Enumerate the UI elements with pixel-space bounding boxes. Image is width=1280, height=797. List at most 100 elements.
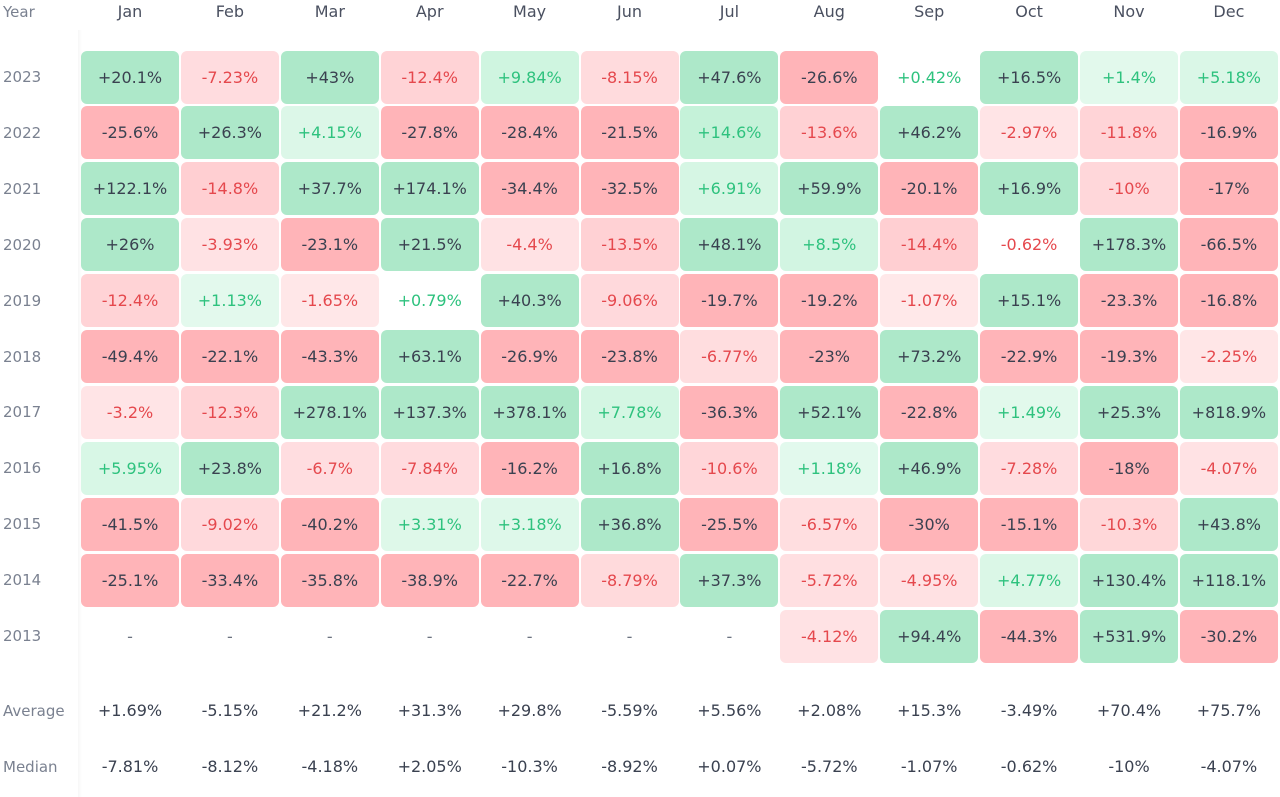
heatmap-cell: +21.5% [380, 218, 479, 272]
heatmap-cell: +43.8% [1179, 497, 1278, 551]
summary-label: Average [3, 702, 65, 720]
heatmap-cell: -6.7% [280, 441, 379, 495]
heatmap-cell: +118.1% [1179, 553, 1278, 607]
heatmap-cell: -32.5% [580, 162, 679, 216]
summary-value: -7.81% [101, 757, 159, 776]
heatmap-cell: -30% [880, 497, 979, 551]
heatmap-cell: -9.06% [580, 274, 679, 328]
summary-value: +5.56% [697, 701, 762, 720]
heatmap-cell: -38.9% [380, 553, 479, 607]
heatmap-cell: -22.7% [480, 553, 579, 607]
summary-value: -3.49% [1000, 701, 1058, 720]
heatmap-cell: -15.1% [980, 497, 1079, 551]
heatmap-cell: -19.3% [1080, 330, 1178, 383]
heatmap-cell: -16.9% [1179, 106, 1278, 160]
heatmap-cell: -27.8% [380, 106, 479, 160]
heatmap-cell: +378.1% [480, 385, 579, 439]
heatmap-cell: -22.1% [180, 330, 279, 383]
heatmap-cell: -22.9% [980, 330, 1079, 383]
heatmap-cell: -14.4% [880, 218, 979, 272]
heatmap-cell: +4.77% [980, 553, 1079, 607]
heatmap-cell: +23.8% [180, 441, 279, 495]
heatmap-cell: +52.1% [780, 385, 879, 439]
year-label: 2013 [3, 627, 42, 645]
heatmap-cell: -4.07% [1179, 441, 1278, 495]
month-header: May [513, 2, 547, 21]
heatmap-cell: +130.4% [1080, 553, 1178, 607]
summary-value: -5.59% [601, 701, 658, 720]
heatmap-cell: - [326, 626, 333, 646]
summary-value: +0.07% [697, 757, 762, 776]
heatmap-cell: +9.84% [480, 50, 579, 104]
heatmap-cell: -25.5% [680, 497, 779, 551]
year-label: 2020 [3, 235, 42, 254]
month-header: Dec [1213, 2, 1245, 21]
heatmap-cell: +278.1% [280, 385, 379, 439]
heatmap-cell: -35.8% [280, 553, 379, 607]
heatmap-cell: -26.9% [480, 330, 579, 383]
summary-value: -10.3% [501, 757, 558, 776]
heatmap-cell: +1.13% [180, 274, 279, 328]
heatmap-cell: +3.31% [380, 497, 479, 551]
summary-value: -5.15% [201, 701, 259, 720]
year-label: 2015 [3, 515, 42, 534]
heatmap-cell: -10% [1080, 162, 1178, 216]
heatmap-cell: +46.9% [880, 441, 979, 495]
heatmap-cell: - [426, 626, 433, 646]
year-label: 2014 [3, 571, 42, 590]
heatmap-cell: +1.4% [1080, 50, 1178, 104]
month-header: Nov [1113, 2, 1145, 21]
heatmap-cell: +26% [81, 218, 179, 272]
heatmap-cell: +37.3% [680, 553, 779, 607]
heatmap-cell: +63.1% [380, 330, 479, 383]
year-column-separator [78, 30, 82, 797]
heatmap-cell: -2.25% [1179, 330, 1278, 383]
heatmap-cell: -40.2% [280, 497, 379, 551]
heatmap-cell: -22.8% [880, 385, 979, 439]
heatmap-cell: -3.2% [81, 385, 179, 439]
summary-value: +1.69% [97, 701, 163, 720]
month-header: Jun [617, 2, 642, 21]
heatmap-cell: -34.4% [480, 162, 579, 216]
summary-value: -4.07% [1200, 757, 1258, 776]
heatmap-cell: -1.07% [880, 274, 979, 328]
heatmap-cell: -25.6% [81, 106, 179, 160]
year-label: 2018 [3, 347, 42, 366]
heatmap-cell: -12.3% [180, 385, 279, 439]
heatmap-cell: +47.6% [680, 50, 779, 104]
heatmap-cell: -8.79% [580, 553, 679, 607]
summary-value: +21.2% [297, 701, 362, 720]
heatmap-cell: +178.3% [1080, 218, 1178, 272]
heatmap-cell: -43.3% [280, 330, 379, 383]
heatmap-cell: -13.5% [580, 218, 679, 272]
heatmap-cell: -2.97% [980, 106, 1079, 160]
heatmap-cell: -33.4% [180, 553, 279, 607]
summary-value: -8.12% [201, 757, 259, 776]
month-header: Mar [314, 2, 345, 21]
heatmap-cell: +5.18% [1179, 50, 1278, 104]
heatmap-cell: +40.3% [480, 274, 579, 328]
heatmap-cell: -66.5% [1179, 218, 1278, 272]
month-header: Feb [215, 2, 245, 21]
heatmap-cell: -21.5% [580, 106, 679, 160]
heatmap-cell: +8.5% [780, 218, 879, 272]
heatmap-cell: +73.2% [880, 330, 979, 383]
heatmap-cell: +16.8% [580, 441, 679, 495]
heatmap-cell: +25.3% [1080, 385, 1178, 439]
heatmap-cell: -17% [1179, 162, 1278, 216]
heatmap-cell: - [227, 626, 233, 646]
heatmap-cell: -49.4% [81, 330, 179, 383]
heatmap-cell: +122.1% [81, 162, 179, 216]
heatmap-cell: -4.12% [780, 609, 879, 663]
heatmap-cell: +15.1% [980, 274, 1079, 328]
heatmap-cell: -8.15% [580, 50, 679, 104]
summary-value: -1.07% [900, 757, 958, 776]
heatmap-cell: +20.1% [81, 50, 179, 104]
heatmap-cell: +1.18% [780, 441, 879, 495]
heatmap-cell: +16.9% [980, 162, 1079, 216]
year-label: 2019 [3, 291, 42, 310]
heatmap-cell: +0.42% [897, 67, 962, 87]
heatmap-cell: +26.3% [180, 106, 279, 160]
year-label: 2017 [3, 403, 42, 422]
summary-value: +2.08% [797, 701, 862, 720]
